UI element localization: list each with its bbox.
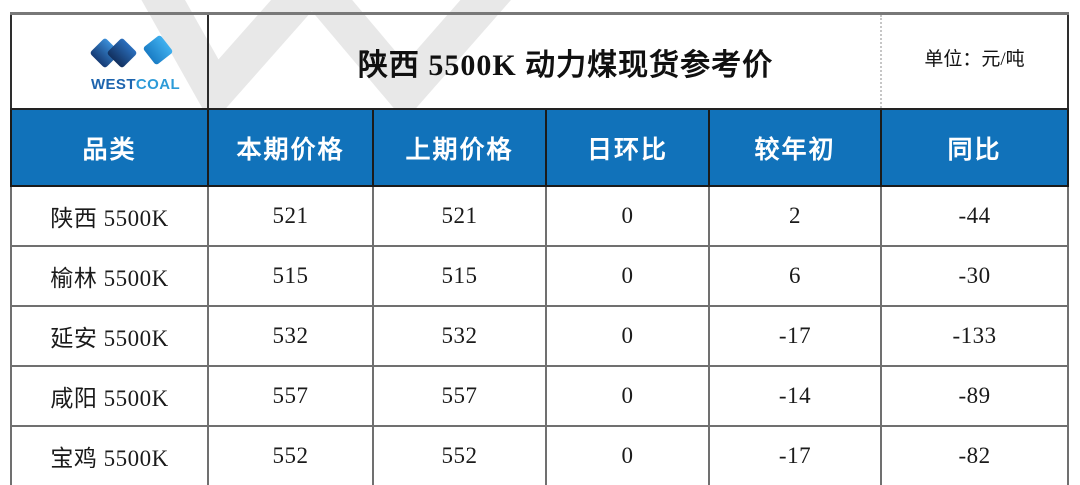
column-header-daily-change: 日环比 bbox=[545, 108, 710, 187]
table-cell: 0 bbox=[545, 245, 710, 307]
table-cell: 6 bbox=[707, 245, 883, 307]
table-cell: 0 bbox=[545, 185, 710, 247]
table-row: 咸阳 5500K 557 557 0 -14 -89 bbox=[10, 365, 1070, 427]
row-label: 咸阳 5500K bbox=[10, 365, 209, 427]
column-header-category: 品类 bbox=[10, 108, 209, 187]
coal-price-table: WESTCOAL 陕西 5500K 动力煤现货参考价 单位：元/吨 品类 本期价… bbox=[10, 12, 1070, 485]
page-title: 陕西 5500K 动力煤现货参考价 bbox=[357, 48, 774, 82]
column-header-previous-price: 上期价格 bbox=[372, 108, 547, 187]
column-header-row: 品类 本期价格 上期价格 日环比 较年初 同比 bbox=[10, 108, 1070, 187]
table-row: 陕西 5500K 521 521 0 2 -44 bbox=[10, 185, 1070, 247]
row-label: 延安 5500K bbox=[10, 305, 209, 367]
westcoal-w-icon bbox=[90, 35, 172, 67]
column-header-current-price: 本期价格 bbox=[207, 108, 374, 187]
table-cell: -17 bbox=[707, 425, 883, 485]
row-label: 榆林 5500K bbox=[10, 245, 209, 307]
row-label: 陕西 5500K bbox=[10, 185, 209, 247]
table-cell: 2 bbox=[707, 185, 883, 247]
table-cell: -30 bbox=[880, 245, 1070, 307]
table-row: 宝鸡 5500K 552 552 0 -17 -82 bbox=[10, 425, 1070, 485]
column-header-ytd-change: 较年初 bbox=[707, 108, 883, 187]
table-row: 延安 5500K 532 532 0 -17 -133 bbox=[10, 305, 1070, 367]
table-cell: 521 bbox=[207, 185, 374, 247]
title-cell: 陕西 5500K 动力煤现货参考价 bbox=[208, 13, 882, 110]
table-cell: 532 bbox=[372, 305, 547, 367]
table-cell: 521 bbox=[372, 185, 547, 247]
row-label: 宝鸡 5500K bbox=[10, 425, 209, 485]
table-cell: 557 bbox=[207, 365, 374, 427]
table-cell: -133 bbox=[880, 305, 1070, 367]
unit-label: 单位：元/吨 bbox=[880, 13, 1069, 110]
table-cell: -44 bbox=[880, 185, 1070, 247]
column-header-yoy-change: 同比 bbox=[880, 108, 1070, 187]
wordmark-coal: COAL bbox=[135, 75, 181, 93]
table-cell: 0 bbox=[545, 305, 710, 367]
logo-cell: WESTCOAL bbox=[11, 13, 209, 110]
wordmark-west: WEST bbox=[90, 75, 136, 93]
table-cell: 532 bbox=[207, 305, 374, 367]
header-band: WESTCOAL 陕西 5500K 动力煤现货参考价 单位：元/吨 bbox=[11, 13, 1069, 110]
westcoal-wordmark: WESTCOAL bbox=[88, 75, 184, 93]
table-cell: 515 bbox=[207, 245, 374, 307]
table-cell: 515 bbox=[372, 245, 547, 307]
table-cell: -82 bbox=[880, 425, 1070, 485]
table-cell: 557 bbox=[372, 365, 547, 427]
westcoal-logo: WESTCOAL bbox=[88, 31, 184, 93]
table-cell: -17 bbox=[707, 305, 883, 367]
table-row: 榆林 5500K 515 515 0 6 -30 bbox=[10, 245, 1070, 307]
table-cell: 552 bbox=[207, 425, 374, 485]
table-cell: 0 bbox=[545, 425, 710, 485]
table-cell: 552 bbox=[372, 425, 547, 485]
table-cell: 0 bbox=[545, 365, 710, 427]
table-cell: -89 bbox=[880, 365, 1070, 427]
table-cell: -14 bbox=[707, 365, 883, 427]
